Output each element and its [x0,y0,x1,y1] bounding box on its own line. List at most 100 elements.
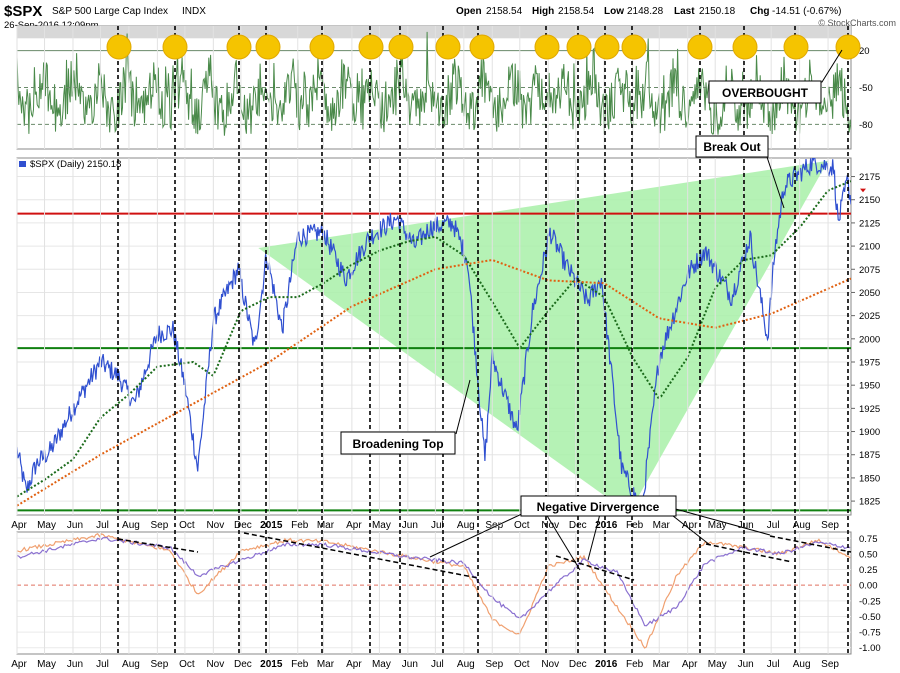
exchange: INDX [182,6,206,17]
x-tick-label: 2016 [595,659,618,670]
price-series-line [17,158,851,515]
overbought-marker [435,34,461,60]
price-tick-label: 2000 [859,334,880,345]
price-tick-label: 1925 [859,404,880,415]
x-tick-label: Sep [150,520,168,531]
price-tick-label: 1950 [859,381,880,392]
overbought-marker [566,34,592,60]
x-tick-label: Jun [738,659,754,670]
x-tick-label: Oct [514,659,530,670]
x-tick-label: Feb [626,520,644,531]
divergence-trendline [555,555,635,581]
overbought-marker [783,34,809,60]
x-tick-label: Mar [317,520,335,531]
x-tick-label: May [708,659,727,670]
price-plot [17,158,851,515]
divergence-callout: Negative Dirvergence [429,495,771,571]
momentum-tick-label: -1.00 [859,643,881,654]
price-tick-label: 2125 [859,218,880,229]
x-tick-label: Apr [11,520,27,531]
price-tick-label: 1900 [859,427,880,438]
chg-value: -14.51 (-0.67%) [772,6,841,17]
price-tick-label: 1875 [859,450,880,461]
oscillator-band [17,26,851,39]
x-tick-label: 2016 [595,520,618,531]
price-tick-label: 1825 [859,497,880,508]
x-tick-label: Jul [431,659,444,670]
overbought-marker [388,34,414,60]
momentum-panel [16,531,852,655]
overbought-marker [255,34,281,60]
open-label: Open [456,6,482,17]
low-label: Low [604,6,624,17]
x-tick-label: Jun [402,520,418,531]
quote-bar: Open 2158.54 High 2158.54 Low 2148.28 La… [456,6,841,17]
x-tick-label: Aug [457,659,475,670]
x-tick-label: Jun [402,659,418,670]
overbought-marker [534,34,560,60]
open-value: 2158.54 [486,6,523,17]
overbought-marker [732,34,758,60]
x-tick-label: Apr [11,659,27,670]
overbought-marker [687,34,713,60]
x-tick-label: Feb [291,520,309,531]
x-tick-label: 2015 [260,659,283,670]
x-tick-label: 2015 [260,520,283,531]
high-value: 2158.54 [558,6,595,17]
x-tick-label: Oct [514,520,530,531]
axes: 1825 1850 1875 1900 1925 1950 1975 2000 2025 2050… [11,26,881,670]
x-tick-label: Jul [767,520,780,531]
overbought-marker [594,34,620,60]
x-tick-label: Jul [96,520,109,531]
last-value: 2150.18 [699,6,736,17]
momentum-tick-label: 0.00 [859,581,878,592]
overbought-callout: OVERBOUGHT [708,49,843,104]
breakout-label: Break Out [703,140,760,154]
overbought-marker [621,34,647,60]
x-tick-label: Oct [179,659,195,670]
x-tick-label: Dec [569,659,587,670]
x-tick-label: Jul [96,659,109,670]
broadening-label: Broadening Top [352,437,443,451]
x-tick-label: Dec [234,520,252,531]
price-tick-label: 2150 [859,195,880,206]
x-tick-label: May [372,659,391,670]
divergence-trendline [769,535,852,553]
x-tick-label: Nov [206,520,224,531]
price-tick-label: 2075 [859,265,880,276]
x-tick-label: Aug [122,520,140,531]
oscillator-tick-label: -50 [859,83,873,94]
overbought-marker [226,34,252,60]
x-tick-label: Aug [793,520,811,531]
overbought-marker [162,34,188,60]
overbought-marker [835,34,861,60]
price-tick-label: 2050 [859,288,880,299]
price-tick-label: 1975 [859,358,880,369]
cycle-lines [106,26,861,654]
index-name: S&P 500 Large Cap Index [52,6,168,17]
divergence-trendline [705,543,793,563]
overbought-marker [358,34,384,60]
x-tick-label: Mar [317,659,335,670]
x-tick-label: Aug [793,659,811,670]
oscillator-tick-label: -80 [859,120,873,131]
x-tick-label: Feb [626,659,644,670]
x-tick-label: Jun [67,520,83,531]
overbought-label: OVERBOUGHT [722,86,809,100]
x-tick-label: Sep [485,520,503,531]
price-legend: $SPX (Daily) 2150.18 [30,159,121,170]
overbought-marker [106,34,132,60]
x-tick-label: May [372,520,391,531]
x-tick-label: Apr [346,520,362,531]
momentum-line-b [17,536,851,627]
chg-label: Chg [750,6,769,17]
broadening-triangle [258,160,829,514]
x-tick-label: Apr [682,520,698,531]
price-tick-label: 2025 [859,311,880,322]
x-tick-label: May [37,659,56,670]
overbought-marker [309,34,335,60]
x-tick-label: Feb [291,659,309,670]
x-tick-label: Nov [541,520,559,531]
overbought-marker [469,34,495,60]
